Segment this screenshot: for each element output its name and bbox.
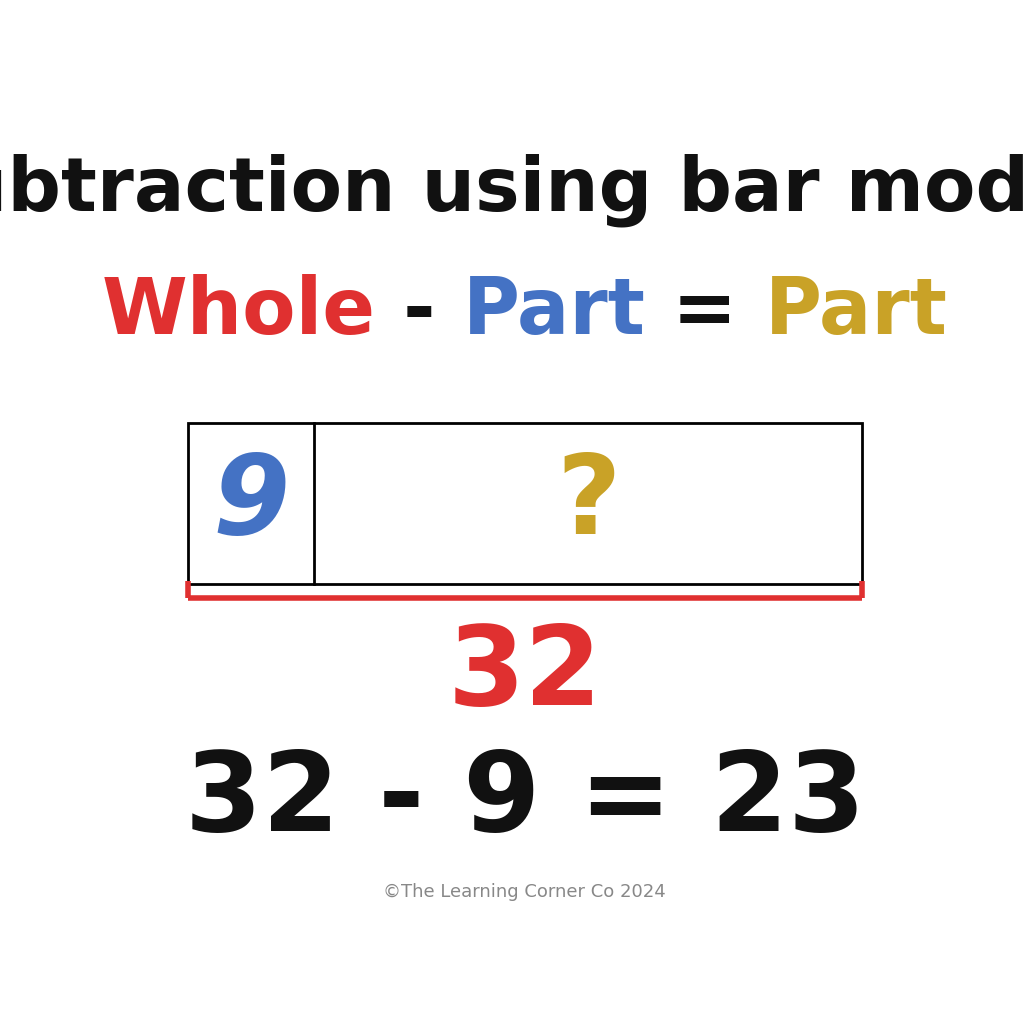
Text: =: =: [645, 274, 765, 350]
Text: 9: 9: [212, 450, 290, 557]
Text: ©The Learning Corner Co 2024: ©The Learning Corner Co 2024: [383, 883, 667, 901]
Text: ?: ?: [556, 450, 621, 557]
Text: Part: Part: [463, 274, 645, 350]
Text: -: -: [376, 274, 463, 350]
Text: Part: Part: [765, 274, 947, 350]
Text: 32 - 9 = 23: 32 - 9 = 23: [184, 748, 865, 854]
Bar: [187, 423, 862, 584]
Text: Whole: Whole: [102, 274, 376, 350]
Text: 32: 32: [447, 622, 602, 728]
Text: Subtraction using bar models: Subtraction using bar models: [0, 154, 1024, 226]
